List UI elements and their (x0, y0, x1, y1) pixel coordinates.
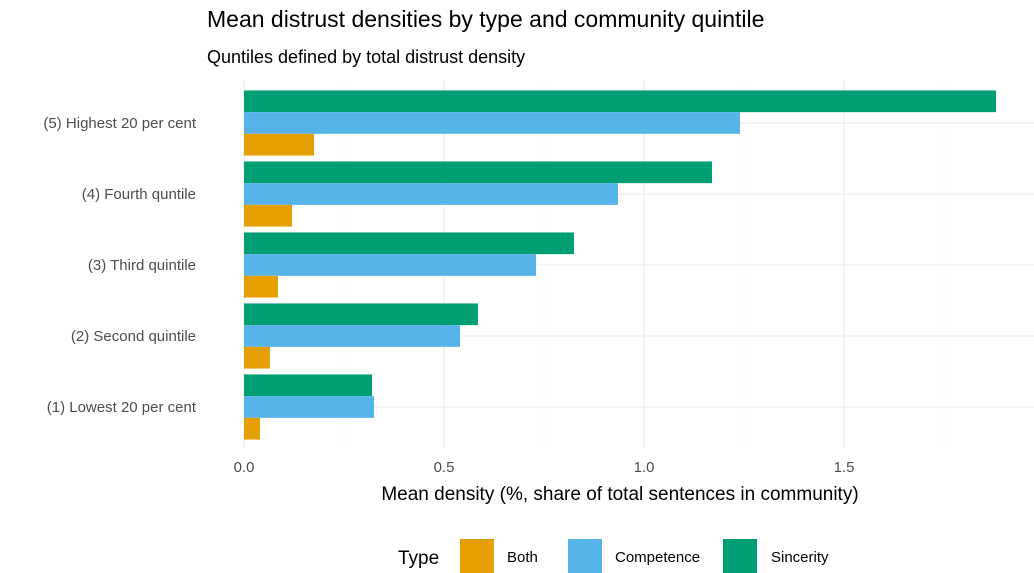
bar-both (244, 417, 260, 440)
x-tick-label: 1.5 (834, 459, 855, 476)
chart-subtitle: Quntiles defined by total distrust densi… (207, 47, 525, 67)
bar-sincerity (244, 90, 996, 113)
legend: Type Both Competence Sincerity (398, 539, 829, 573)
bars (244, 90, 996, 440)
x-axis-title: Mean density (%, share of total sentence… (381, 484, 858, 505)
legend-title: Type (398, 548, 439, 569)
x-tick-label: 1.0 (634, 459, 655, 476)
legend-key-competence (568, 539, 602, 573)
y-tick-label: (5) Highest 20 per cent (43, 115, 196, 132)
bar-competence (244, 325, 460, 347)
x-tick-label: 0.0 (234, 459, 255, 476)
legend-key-both (460, 539, 494, 573)
bar-competence (244, 396, 374, 418)
bar-sincerity (244, 161, 712, 184)
bar-both (244, 133, 314, 156)
legend-key-sincerity (723, 539, 757, 573)
bar-both (244, 346, 270, 369)
x-axis-labels: 0.0 0.5 1.0 1.5 (234, 459, 855, 476)
bar-competence (244, 254, 536, 276)
legend-label-both: Both (507, 549, 538, 566)
bar-both (244, 204, 292, 227)
bar-sincerity (244, 374, 372, 397)
chart-title: Mean distrust densities by type and comm… (207, 6, 764, 32)
bar-both (244, 275, 278, 298)
y-axis-labels: (1) Lowest 20 per cent (2) Second quintil… (43, 115, 196, 416)
bar-sincerity (244, 232, 574, 255)
y-tick-label: (3) Third quintile (88, 257, 196, 274)
x-tick-label: 0.5 (434, 459, 455, 476)
bar-sincerity (244, 303, 478, 326)
bar-competence (244, 183, 618, 205)
y-tick-label: (2) Second quintile (71, 328, 196, 345)
bar-competence (244, 112, 740, 134)
y-tick-label: (1) Lowest 20 per cent (47, 399, 197, 416)
legend-label-sincerity: Sincerity (771, 549, 829, 566)
legend-label-competence: Competence (615, 549, 700, 566)
y-tick-label: (4) Fourth quntile (82, 186, 196, 203)
